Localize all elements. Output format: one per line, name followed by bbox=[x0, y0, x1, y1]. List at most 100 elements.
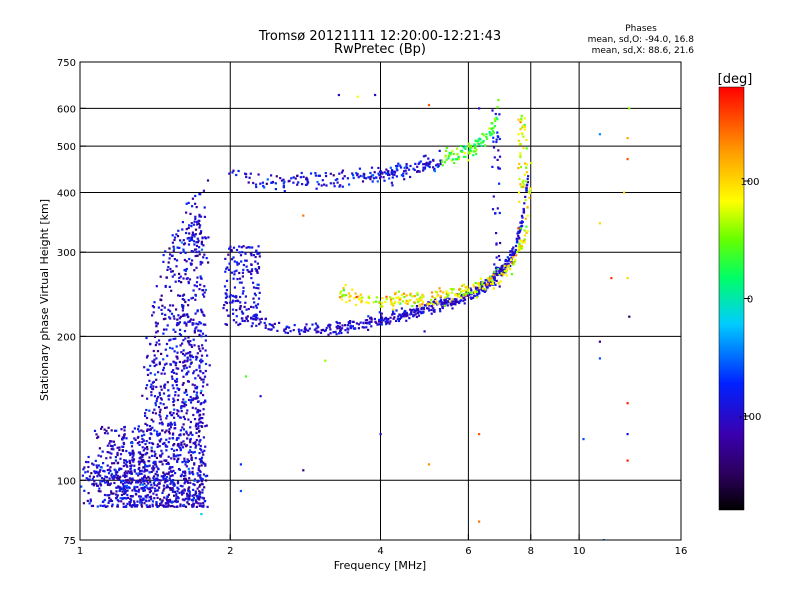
data-point bbox=[416, 309, 419, 312]
data-point bbox=[202, 502, 205, 505]
data-point bbox=[153, 429, 156, 432]
data-point bbox=[475, 153, 478, 156]
data-point bbox=[452, 152, 455, 156]
data-point bbox=[254, 255, 257, 259]
data-point bbox=[363, 326, 366, 329]
data-point bbox=[359, 174, 362, 178]
data-point bbox=[345, 301, 348, 304]
data-point bbox=[146, 465, 150, 468]
data-point bbox=[194, 377, 197, 380]
data-point bbox=[491, 208, 495, 211]
data-point bbox=[187, 304, 190, 307]
data-point bbox=[129, 461, 132, 465]
data-point bbox=[119, 457, 122, 460]
data-point bbox=[379, 433, 382, 436]
data-point bbox=[123, 459, 126, 462]
data-point bbox=[160, 475, 163, 478]
data-point bbox=[442, 291, 445, 294]
data-point bbox=[104, 481, 107, 484]
data-point bbox=[103, 432, 107, 435]
data-point bbox=[109, 466, 112, 469]
data-point bbox=[148, 491, 151, 494]
data-point bbox=[517, 133, 520, 136]
data-point bbox=[172, 360, 175, 363]
data-point bbox=[177, 294, 180, 297]
data-point bbox=[358, 167, 361, 170]
data-point bbox=[114, 429, 117, 432]
data-point bbox=[154, 463, 157, 466]
data-point bbox=[156, 443, 159, 446]
data-point bbox=[253, 292, 256, 295]
data-point bbox=[135, 481, 138, 484]
data-point bbox=[474, 290, 477, 293]
data-point bbox=[133, 500, 136, 503]
data-point bbox=[610, 277, 613, 280]
data-point bbox=[175, 265, 178, 268]
data-point bbox=[247, 246, 250, 249]
data-point bbox=[428, 301, 431, 304]
data-point bbox=[511, 248, 514, 251]
data-point bbox=[242, 312, 245, 315]
data-point bbox=[200, 361, 203, 364]
data-point bbox=[194, 446, 197, 449]
data-point bbox=[89, 498, 92, 501]
data-point bbox=[171, 490, 174, 493]
data-point bbox=[169, 412, 172, 415]
data-point bbox=[501, 264, 504, 267]
y-tick-label: 75 bbox=[63, 536, 76, 547]
data-point bbox=[163, 384, 166, 387]
data-point bbox=[198, 493, 202, 496]
data-point bbox=[92, 463, 95, 466]
data-point bbox=[474, 286, 477, 289]
data-point bbox=[339, 184, 342, 187]
data-point bbox=[385, 168, 388, 171]
data-point bbox=[365, 326, 368, 329]
data-point bbox=[445, 158, 448, 161]
data-point bbox=[195, 285, 198, 288]
data-point bbox=[235, 248, 239, 252]
data-point bbox=[385, 323, 388, 326]
data-point bbox=[413, 301, 416, 304]
y-tick-label: 300 bbox=[57, 248, 76, 259]
y-tick-label: 400 bbox=[57, 188, 76, 199]
data-point bbox=[148, 409, 151, 412]
data-point bbox=[98, 470, 101, 473]
data-point bbox=[184, 470, 187, 473]
data-point bbox=[159, 440, 162, 443]
data-point bbox=[490, 127, 493, 130]
data-point bbox=[136, 504, 139, 507]
data-point bbox=[146, 429, 149, 432]
data-point bbox=[402, 315, 405, 318]
data-point bbox=[235, 295, 238, 298]
data-point bbox=[159, 402, 162, 405]
data-point bbox=[196, 422, 200, 425]
data-point bbox=[193, 463, 196, 466]
data-point bbox=[138, 430, 141, 433]
x-axis: 1 2 4 6 8 10 16 bbox=[77, 534, 687, 557]
data-point bbox=[158, 460, 161, 463]
data-point bbox=[373, 317, 376, 321]
data-point bbox=[496, 268, 499, 271]
data-point bbox=[519, 152, 522, 155]
data-point bbox=[191, 470, 194, 473]
data-point bbox=[335, 320, 338, 324]
data-point bbox=[464, 286, 467, 289]
data-point bbox=[430, 291, 434, 294]
data-point bbox=[392, 304, 395, 307]
data-point bbox=[140, 481, 143, 484]
data-point bbox=[167, 308, 170, 311]
data-point bbox=[523, 173, 526, 176]
data-point bbox=[193, 462, 196, 465]
data-point bbox=[433, 308, 436, 312]
data-point bbox=[168, 432, 171, 435]
data-point bbox=[190, 450, 193, 454]
data-point bbox=[182, 471, 185, 474]
data-point bbox=[180, 493, 184, 496]
colorbar bbox=[718, 86, 745, 511]
data-point bbox=[159, 298, 162, 301]
data-point bbox=[166, 381, 169, 384]
data-point bbox=[138, 451, 142, 454]
data-point bbox=[398, 298, 401, 301]
data-point bbox=[422, 163, 425, 166]
data-point bbox=[188, 477, 191, 480]
